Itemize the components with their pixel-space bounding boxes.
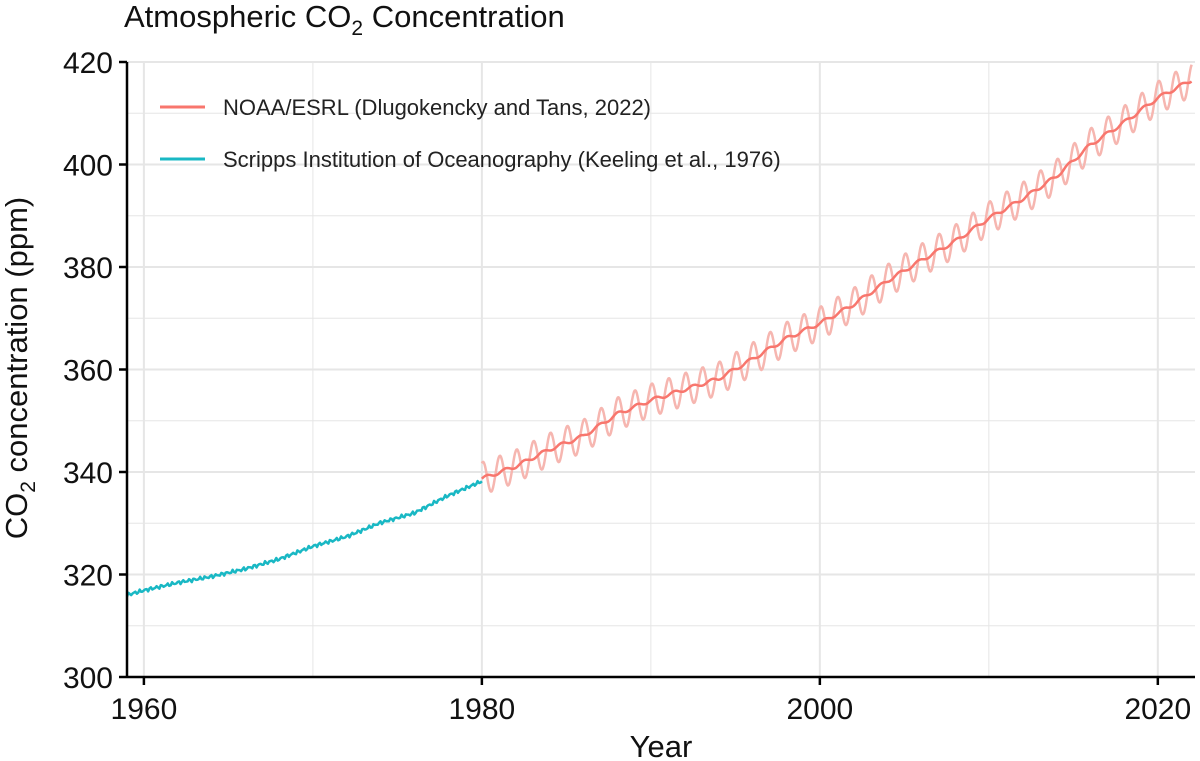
y-tick-label: 380 [63, 252, 113, 285]
x-tick-label: 2020 [1124, 693, 1191, 726]
y-tick-label: 420 [63, 47, 113, 80]
x-tick-labels: 1960 1980 2000 2020 [111, 693, 1192, 726]
noaa-monthly-line [480, 64, 1193, 493]
y-axis-title: CO2 concentration (ppm) [0, 197, 40, 540]
x-tick-label: 1960 [111, 693, 178, 726]
legend-noaa-label: NOAA/ESRL (Dlugokencky and Tans, 2022) [223, 95, 651, 120]
x-tick-label: 2000 [786, 693, 853, 726]
noaa-trend-line [481, 80, 1193, 480]
y-tick-label: 360 [63, 355, 113, 388]
x-tick-label: 1980 [448, 693, 515, 726]
y-tick-label: 400 [63, 150, 113, 183]
y-tick-label: 300 [63, 662, 113, 695]
y-tick-label: 320 [63, 560, 113, 593]
legend: NOAA/ESRL (Dlugokencky and Tans, 2022) S… [160, 95, 781, 172]
legend-scripps-label: Scripps Institution of Oceanography (Kee… [223, 147, 781, 172]
series-layer [125, 64, 1193, 597]
chart-title: Atmospheric CO2 Concentration [124, 0, 565, 40]
grid-lines [127, 61, 1195, 678]
y-tick-labels: 300 320 340 360 380 400 420 [63, 47, 113, 695]
x-axis-title: Year [630, 729, 693, 761]
y-tick-label: 340 [63, 457, 113, 490]
scripps-line [125, 479, 483, 597]
axes [119, 60, 1195, 685]
